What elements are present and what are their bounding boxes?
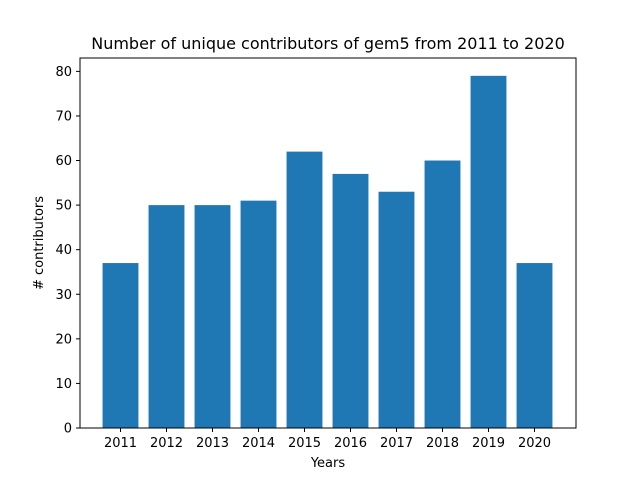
x-tick-label: 2013 — [196, 436, 229, 451]
bar-2012 — [148, 205, 185, 428]
bar-2020 — [516, 263, 553, 428]
bar-2019 — [470, 75, 507, 428]
y-tick-label: 10 — [55, 377, 72, 392]
y-tick-label: 30 — [55, 288, 72, 303]
x-tick-label: 2017 — [380, 436, 413, 451]
y-tick-label: 60 — [55, 154, 72, 169]
y-tick-label: 80 — [55, 65, 72, 80]
bar-2015 — [286, 151, 323, 429]
bar-2016 — [332, 173, 369, 428]
x-tick-label: 2011 — [104, 436, 137, 451]
x-tick-label: 2014 — [242, 436, 275, 451]
y-tick-label: 40 — [55, 243, 72, 258]
bar-2017 — [378, 191, 415, 428]
plot-frame — [79, 57, 577, 429]
bars-group — [102, 75, 553, 429]
y-tick-label: 0 — [64, 422, 72, 437]
bar-2011 — [102, 263, 139, 428]
x-axis: 2011 2012 2013 2014 2015 2016 2017 2018 2019 2020 — [104, 428, 551, 451]
x-tick-label: 2016 — [334, 436, 367, 451]
y-tick-label: 50 — [55, 199, 72, 214]
y-tick-label: 70 — [55, 109, 72, 124]
x-tick-label: 2020 — [518, 436, 551, 451]
x-axis-label: Years — [310, 456, 346, 471]
x-tick-label: 2019 — [472, 436, 505, 451]
x-tick-label: 2015 — [288, 436, 321, 451]
y-axis: 0 10 20 30 40 50 60 70 80 — [55, 65, 80, 437]
bar-2014 — [240, 200, 277, 428]
y-tick-label: 20 — [55, 332, 72, 347]
chart-title: Number of unique contributors of gem5 fr… — [91, 34, 565, 53]
bar-2013 — [194, 205, 231, 428]
bar-2018 — [424, 160, 461, 428]
x-tick-label: 2012 — [150, 436, 183, 451]
x-tick-label: 2018 — [426, 436, 459, 451]
y-axis-label: # contributors — [32, 196, 47, 290]
